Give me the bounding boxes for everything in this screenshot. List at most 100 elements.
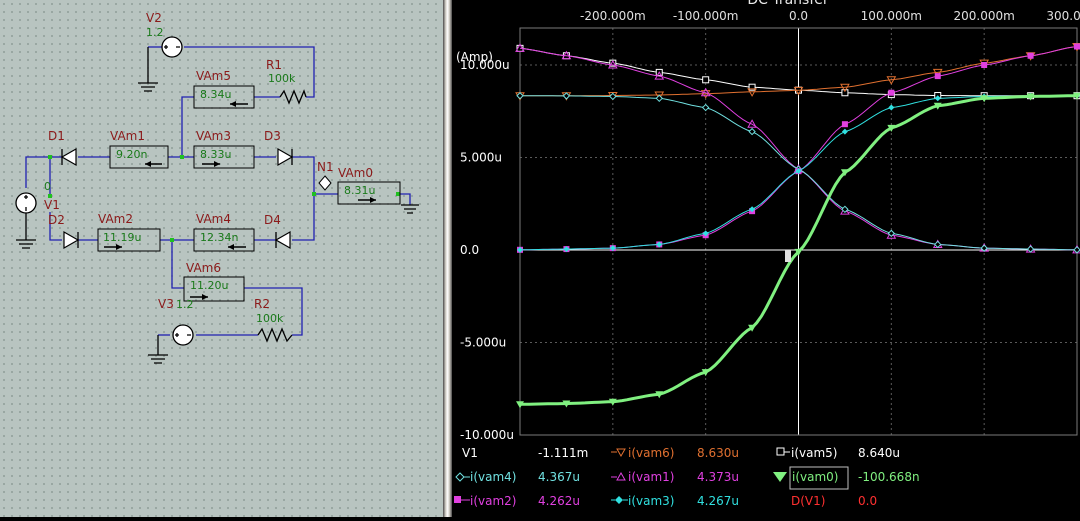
cursor-marker[interactable] bbox=[785, 250, 791, 262]
y-axis-unit: (Amp) bbox=[456, 50, 493, 64]
legend-value: 4.373u bbox=[697, 470, 739, 484]
data-point bbox=[748, 127, 756, 136]
ammeter-vam0[interactable]: VAm0 8.31u bbox=[337, 166, 401, 205]
source-v2[interactable]: V2 1.2 bbox=[146, 11, 183, 58]
ammeter-label: VAm6 bbox=[186, 261, 221, 275]
ammeter-vam1[interactable]: VAm1 9.20n bbox=[109, 129, 169, 169]
resistor-r1[interactable]: R1 100k bbox=[266, 58, 307, 105]
legend-item-d-v1[interactable]: D(V1) 0.0 bbox=[791, 494, 877, 508]
data-point bbox=[655, 94, 663, 103]
ammeter-reading: 11.20u bbox=[190, 279, 228, 292]
legend-item-vam0[interactable]: i(vam0) -100.668n bbox=[773, 466, 920, 490]
data-point bbox=[934, 73, 941, 80]
graph-panel[interactable]: DC Transfer -200.000m -100.000m 0.0 100.000… bbox=[452, 0, 1080, 517]
resistor-value: 100k bbox=[268, 72, 296, 85]
data-point bbox=[700, 90, 711, 99]
data-point bbox=[1073, 92, 1080, 100]
diode-label: D1 bbox=[48, 129, 65, 143]
legend-label: i(vam1) bbox=[628, 470, 674, 484]
data-point bbox=[517, 246, 523, 253]
ammeter-label: VAm3 bbox=[196, 129, 231, 143]
data-point bbox=[980, 244, 988, 252]
data-point bbox=[562, 400, 571, 408]
x-tick-label: 100.000m bbox=[861, 9, 922, 23]
data-point bbox=[609, 92, 617, 101]
ammeter-label: VAm5 bbox=[196, 69, 231, 83]
data-point bbox=[609, 245, 616, 252]
legend-label: i(vam5) bbox=[791, 446, 837, 460]
legend-item-vam2[interactable]: i(vam2) 4.262u bbox=[454, 494, 580, 508]
legend-label: i(vam0) bbox=[792, 470, 838, 484]
legend-item-vam4[interactable]: i(vam4) 4.367u bbox=[455, 470, 580, 484]
legend-label: i(vam3) bbox=[628, 494, 674, 508]
data-point bbox=[748, 83, 756, 91]
data-point bbox=[607, 59, 618, 69]
data-point bbox=[934, 240, 942, 249]
data-point bbox=[516, 92, 524, 100]
data-point bbox=[608, 398, 617, 406]
data-point bbox=[981, 62, 988, 68]
source-v1[interactable]: 0 V1 bbox=[15, 180, 60, 214]
diode-label: D2 bbox=[48, 213, 65, 227]
legend-item-vam6[interactable]: i(vam6) 8.630u bbox=[611, 446, 739, 460]
ammeter-vam6[interactable]: VAm6 11.20u bbox=[183, 261, 245, 302]
diode-d2[interactable]: D2 bbox=[48, 213, 80, 250]
series-vam0 bbox=[516, 92, 1080, 409]
data-point bbox=[841, 121, 848, 128]
data-point bbox=[1074, 43, 1080, 50]
legend-value: 4.367u bbox=[538, 470, 580, 484]
ammeter-label: VAm2 bbox=[98, 212, 133, 226]
x-tick-label: 0.0 bbox=[789, 9, 808, 23]
diode-label: D4 bbox=[264, 213, 281, 227]
diode-d1[interactable]: D1 bbox=[48, 129, 77, 167]
schematic-canvas[interactable]: .w { stroke:#2020b0; stroke-width:1.3; f… bbox=[0, 0, 443, 517]
data-point bbox=[841, 89, 849, 97]
ammeter-vam4[interactable]: VAm4 12.34n bbox=[193, 212, 255, 252]
legend-value: 8.640u bbox=[858, 446, 900, 460]
data-point bbox=[747, 88, 757, 97]
sweep-variable: V1 bbox=[462, 446, 478, 460]
legend-item-vam3[interactable]: i(vam3) 4.267u bbox=[611, 494, 739, 508]
diode-d4[interactable]: D4 bbox=[264, 213, 291, 250]
x-tick-label: 200.000m bbox=[954, 9, 1015, 23]
ammeter-reading: 12.34n bbox=[200, 231, 238, 244]
data-point bbox=[1026, 93, 1035, 101]
ground-vam0 bbox=[401, 204, 419, 214]
plot-curves bbox=[515, 43, 1080, 409]
x-tick-label: 300.000m bbox=[1046, 9, 1080, 23]
data-point bbox=[888, 104, 895, 111]
data-point bbox=[654, 71, 665, 80]
ammeter-vam3[interactable]: VAm3 8.33u bbox=[193, 129, 255, 169]
y-tick-label: -5.000u bbox=[460, 336, 506, 350]
data-point bbox=[840, 83, 850, 93]
data-point bbox=[562, 92, 571, 100]
resistor-r2[interactable]: R2 100k bbox=[254, 297, 293, 343]
data-point bbox=[1027, 52, 1034, 59]
x-tick-label: -200.000m bbox=[580, 9, 646, 23]
data-point bbox=[980, 95, 989, 103]
source-value: 1.2 bbox=[176, 298, 194, 311]
ammeter-label: VAm4 bbox=[196, 212, 231, 226]
node-n1[interactable]: N1 bbox=[317, 160, 334, 191]
y-tick-label: 0.0 bbox=[460, 243, 479, 257]
legend-label: i(vam4) bbox=[470, 470, 516, 484]
source-label: V2 bbox=[146, 11, 162, 25]
ammeter-vam2[interactable]: VAm2 11.19u bbox=[97, 212, 161, 252]
data-point bbox=[886, 76, 897, 85]
junction-dots bbox=[48, 155, 400, 242]
data-point bbox=[793, 86, 804, 96]
ammeter-vam5[interactable]: VAm5 8.34u bbox=[193, 69, 255, 109]
ammeter-reading: 8.34u bbox=[200, 88, 231, 101]
ground-v3 bbox=[148, 335, 168, 364]
source-v3[interactable]: V3 1.2 bbox=[158, 297, 194, 346]
ammeter-reading: 11.19u bbox=[103, 231, 141, 244]
data-point bbox=[840, 169, 849, 177]
splitter-bar[interactable] bbox=[443, 0, 452, 517]
diode-d3[interactable]: D3 bbox=[264, 129, 294, 167]
legend-item-vam5[interactable]: i(vam5) 8.640u bbox=[776, 446, 900, 460]
data-point bbox=[701, 369, 710, 377]
legend-label: D(V1) bbox=[791, 494, 825, 508]
data-point bbox=[749, 206, 756, 213]
legend-item-vam1[interactable]: i(vam1) 4.373u bbox=[611, 470, 739, 484]
legend-label: i(vam2) bbox=[470, 494, 516, 508]
